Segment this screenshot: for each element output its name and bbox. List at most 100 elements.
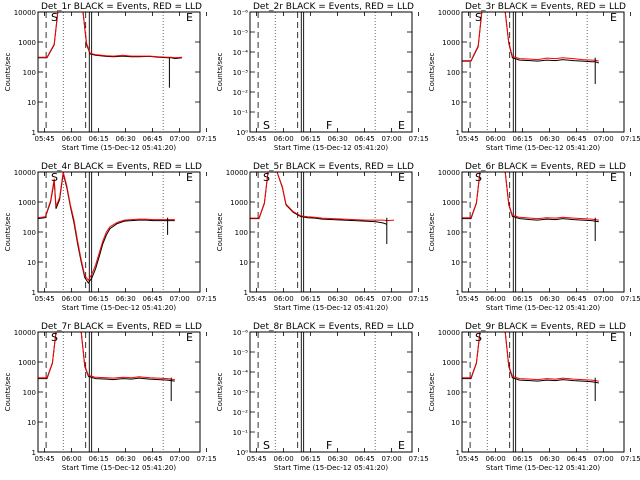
events-series-line — [38, 11, 183, 60]
y-tick-label: 1000 — [18, 39, 36, 47]
y-tick-label: 1000 — [230, 199, 248, 207]
lld-series-line — [462, 331, 599, 382]
y-axis-label: Counts/sec — [216, 373, 224, 412]
y-tick-label: 10⁻⁴ — [233, 49, 249, 57]
chart-title: Det_8r BLACK = Events, RED = LLD — [253, 322, 414, 332]
chart-panel-8: Det_8r BLACK = Events, RED = LLD S F E 05:45… — [216, 322, 429, 472]
x-tick-label: 07:00 — [594, 135, 614, 143]
x-tick-label: 07:15 — [621, 135, 640, 143]
y-tick-label: 1 — [244, 289, 248, 297]
y-tick-label: 10000 — [438, 9, 460, 17]
plot-frame — [249, 171, 413, 293]
y-tick-label: 10⁻⁵ — [233, 29, 249, 37]
y-tick-label: 10000 — [438, 169, 460, 177]
x-tick-label: 05:45 — [459, 295, 479, 303]
lld-series-line — [462, 11, 599, 62]
x-tick-label: 06:00 — [62, 295, 82, 303]
plot-frame — [37, 331, 201, 453]
marker-label: F — [326, 439, 332, 452]
y-tick-label: 10⁻¹ — [233, 429, 249, 437]
x-tick-label: 06:00 — [274, 295, 294, 303]
marker-label: E — [186, 171, 193, 184]
x-tick-label: 06:30 — [540, 295, 560, 303]
x-tick-label: 06:15 — [301, 135, 321, 143]
y-tick-label: 10⁻² — [233, 89, 249, 97]
x-tick-label: 06:45 — [567, 135, 587, 143]
x-tick-label: 07:00 — [382, 295, 402, 303]
marker-label: S — [51, 331, 58, 344]
y-tick-label: 10000 — [438, 329, 460, 337]
x-tick-label: 07:00 — [382, 455, 402, 463]
x-tick-label: 07:15 — [197, 455, 217, 463]
chart-panel-2: Det_2r BLACK = Events, RED = LLD S F E 05:45… — [216, 2, 429, 152]
marker-label: E — [610, 171, 617, 184]
x-tick-label: 06:15 — [89, 295, 109, 303]
chart-title: Det_9r BLACK = Events, RED = LLD — [465, 322, 626, 332]
x-tick-label: 07:00 — [594, 455, 614, 463]
x-axis-label: Start Time (15-Dec-12 05:41:20) — [62, 464, 176, 472]
y-tick-label: 100 — [235, 229, 248, 237]
x-tick-label: 06:00 — [62, 455, 82, 463]
marker-label: E — [610, 11, 617, 24]
y-tick-label: 10 — [27, 419, 36, 427]
y-tick-label: 10⁻¹ — [233, 109, 249, 117]
y-axis-label: Counts/sec — [4, 213, 12, 252]
lld-series-line — [462, 171, 599, 221]
marker-label: S — [263, 171, 270, 184]
x-tick-label: 06:15 — [301, 455, 321, 463]
y-tick-label: 1000 — [18, 199, 36, 207]
y-tick-label: 10⁰ — [236, 449, 248, 457]
y-tick-label: 100 — [23, 389, 36, 397]
x-tick-label: 06:00 — [274, 455, 294, 463]
y-axis-label: Counts/sec — [4, 373, 12, 412]
y-tick-label: 1 — [32, 449, 36, 457]
y-tick-label: 1000 — [442, 359, 460, 367]
x-tick-label: 07:15 — [409, 455, 429, 463]
x-axis-label: Start Time (15-Dec-12 05:41:20) — [62, 144, 176, 152]
y-tick-label: 10000 — [14, 9, 36, 17]
y-axis-label: Counts/sec — [4, 53, 12, 92]
y-tick-label: 10⁻⁶ — [233, 9, 249, 17]
y-tick-label: 10000 — [14, 169, 36, 177]
y-tick-label: 10⁻³ — [233, 69, 249, 77]
x-tick-label: 06:00 — [486, 295, 506, 303]
y-tick-label: 1 — [456, 289, 460, 297]
y-tick-label: 100 — [23, 69, 36, 77]
marker-label: E — [398, 171, 405, 184]
y-tick-label: 10 — [27, 99, 36, 107]
y-tick-label: 100 — [447, 229, 460, 237]
y-tick-label: 10⁻⁶ — [233, 329, 249, 337]
x-tick-label: 06:30 — [540, 455, 560, 463]
chart-title: Det_4r BLACK = Events, RED = LLD — [41, 162, 202, 172]
x-tick-label: 07:00 — [594, 295, 614, 303]
marker-label: S — [263, 119, 270, 132]
marker-label: S — [51, 11, 58, 24]
plot-frame — [461, 171, 625, 293]
x-tick-label: 06:30 — [328, 135, 348, 143]
y-axis-label: Counts/sec — [428, 373, 436, 412]
y-tick-label: 1 — [32, 129, 36, 137]
marker-label: S — [475, 331, 482, 344]
x-tick-label: 06:00 — [274, 135, 294, 143]
y-tick-label: 10 — [239, 259, 248, 267]
x-tick-label: 07:15 — [409, 295, 429, 303]
x-axis-label: Start Time (15-Dec-12 05:41:20) — [486, 304, 600, 312]
y-tick-label: 10⁻⁵ — [233, 349, 249, 357]
x-tick-label: 07:00 — [170, 455, 190, 463]
marker-label: E — [398, 119, 405, 132]
y-tick-label: 10 — [27, 259, 36, 267]
chart-title: Det_2r BLACK = Events, RED = LLD — [253, 2, 414, 12]
plot-frame — [37, 11, 201, 133]
x-tick-label: 07:15 — [197, 295, 217, 303]
x-tick-label: 07:00 — [170, 135, 190, 143]
y-tick-label: 10⁻² — [233, 409, 249, 417]
chart-title: Det_7r BLACK = Events, RED = LLD — [41, 322, 202, 332]
lld-series-line — [37, 171, 175, 281]
lld-series-line — [38, 11, 183, 59]
